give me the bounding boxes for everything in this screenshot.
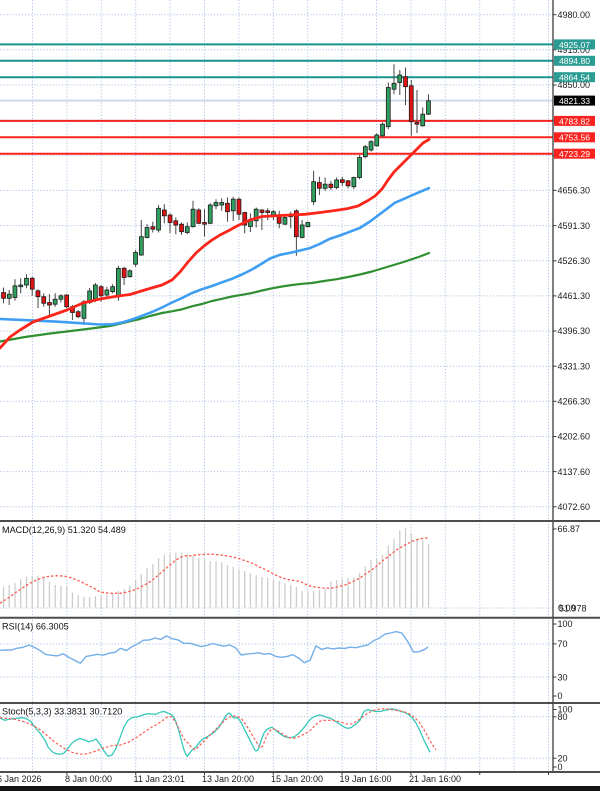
svg-text:66.87: 66.87 <box>558 524 581 534</box>
svg-text:4850.00: 4850.00 <box>558 80 591 90</box>
svg-text:20: 20 <box>558 753 568 763</box>
svg-text:15 Jan 20:00: 15 Jan 20:00 <box>271 774 323 784</box>
svg-text:13 Jan 20:00: 13 Jan 20:00 <box>202 774 254 784</box>
svg-text:80: 80 <box>558 712 568 722</box>
svg-text:4266.30: 4266.30 <box>558 397 591 407</box>
svg-text:100: 100 <box>558 619 573 629</box>
svg-text:11 Jan 23:01: 11 Jan 23:01 <box>134 774 185 784</box>
svg-text:4461.30: 4461.30 <box>558 291 591 301</box>
svg-text:4980.00: 4980.00 <box>558 10 591 20</box>
svg-text:4753.56: 4753.56 <box>559 133 590 143</box>
svg-text:100: 100 <box>558 705 573 715</box>
svg-text:30: 30 <box>558 672 568 682</box>
svg-text:21 Jan 16:00: 21 Jan 16:00 <box>409 774 461 784</box>
svg-text:4723.29: 4723.29 <box>559 149 590 159</box>
svg-text:0.00: 0.00 <box>558 603 576 613</box>
svg-text:RSI(14) 66.3005: RSI(14) 66.3005 <box>2 622 69 632</box>
svg-text:4894.80: 4894.80 <box>559 56 590 66</box>
svg-text:4783.82: 4783.82 <box>559 116 590 126</box>
svg-text:4202.60: 4202.60 <box>558 432 591 442</box>
svg-text:MACD(12,26,9) 51.320 54.489: MACD(12,26,9) 51.320 54.489 <box>2 525 126 535</box>
svg-text:19 Jan 16:00: 19 Jan 16:00 <box>340 774 392 784</box>
svg-text:51.978: 51.978 <box>559 604 587 614</box>
svg-text:6 Jan 2026: 6 Jan 2026 <box>0 774 42 784</box>
svg-text:4526.30: 4526.30 <box>558 256 591 266</box>
svg-text:0: 0 <box>558 762 563 772</box>
svg-text:8 Jan 00:00: 8 Jan 00:00 <box>65 774 112 784</box>
svg-text:4396.30: 4396.30 <box>558 326 591 336</box>
svg-text:4331.30: 4331.30 <box>558 361 591 371</box>
svg-text:4821.33: 4821.33 <box>559 96 590 106</box>
svg-text:4915.00: 4915.00 <box>558 45 591 55</box>
svg-text:4925.07: 4925.07 <box>559 40 590 50</box>
svg-text:70: 70 <box>558 639 568 649</box>
svg-text:4072.60: 4072.60 <box>558 502 591 512</box>
svg-text:Stoch(5,3,3) 33.3831 30.7120: Stoch(5,3,3) 33.3831 30.7120 <box>2 707 122 717</box>
svg-text:4591.30: 4591.30 <box>558 221 591 231</box>
svg-text:0: 0 <box>558 691 563 701</box>
svg-text:4864.54: 4864.54 <box>559 73 590 83</box>
svg-text:4656.30: 4656.30 <box>558 186 591 196</box>
svg-text:4137.60: 4137.60 <box>558 467 591 477</box>
